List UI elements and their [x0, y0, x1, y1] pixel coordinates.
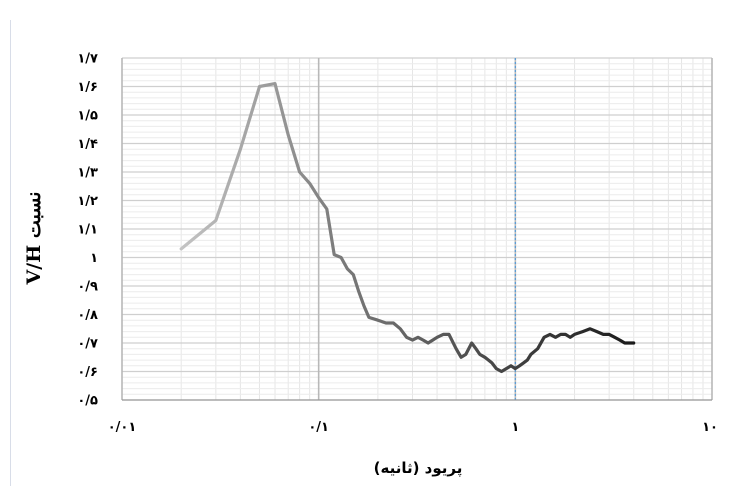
y-tick-label: ۱/۳ — [77, 166, 98, 181]
x-axis-title: پریود (ثانیه) — [374, 459, 463, 478]
x-tick-label: ۰/۰۱ — [108, 420, 137, 435]
y-tick-label: ۱/۶ — [77, 80, 98, 95]
y-tick-labels: ۰/۵ ۰/۶ ۰/۷ ۰/۸ ۰/۹ ۱ ۱/۱ ۱/۲ ۱/۳ ۱/۴ ۱/۵ ۱/۶ ۱/۷ — [77, 52, 98, 409]
y-tick-label: ۱/۱ — [77, 223, 98, 238]
left-edge-divider — [10, 20, 11, 486]
y-tick-label: ۱ — [90, 251, 98, 266]
y-tick-label: ۱/۵ — [77, 109, 98, 124]
x-tick-label: ۱ — [511, 420, 519, 435]
y-tick-label: ۰/۵ — [77, 394, 98, 409]
y-axis-title: نسبت V/H — [23, 192, 45, 286]
y-tick-label: ۱/۲ — [77, 194, 98, 209]
series-path — [179, 82, 636, 374]
y-tick-label: ۱/۷ — [77, 52, 98, 67]
series-line — [179, 82, 636, 374]
x-tick-label: ۱۰ — [702, 420, 718, 435]
y-tick-label: ۱/۴ — [77, 137, 98, 152]
y-tick-label: ۰/۹ — [77, 280, 98, 295]
y-tick-label: ۰/۷ — [77, 337, 98, 352]
x-tick-labels: ۰/۰۱ ۰/۱ ۱ ۱۰ — [108, 420, 718, 435]
y-tick-label: ۰/۶ — [77, 365, 98, 380]
x-tick-label: ۰/۱ — [308, 420, 329, 435]
y-tick-label: ۰/۸ — [77, 308, 98, 323]
grid-lines — [121, 57, 713, 401]
